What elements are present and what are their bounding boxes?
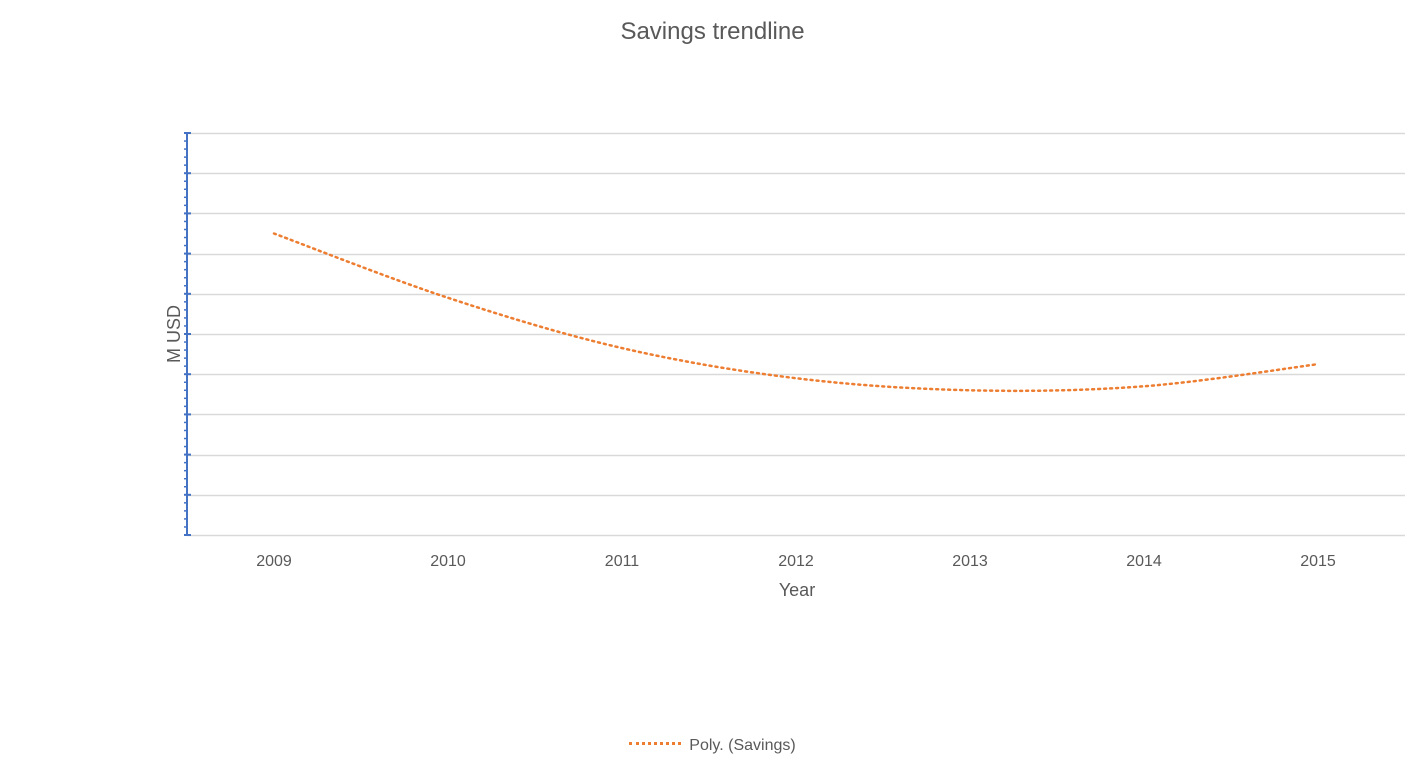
legend-swatch-dotted-line-icon [629, 742, 682, 746]
x-axis-title: Year [779, 580, 815, 600]
trendline-poly-savings [272, 232, 1320, 393]
legend: Poly. (Savings) [0, 737, 1425, 755]
x-tick-label: 2015 [1300, 553, 1336, 570]
x-tick-label: 2012 [778, 553, 814, 570]
x-tick-label: 2013 [952, 553, 988, 570]
legend-label: Poly. (Savings) [689, 737, 796, 754]
gridlines [187, 132, 1405, 537]
x-tick-label: 2014 [1126, 553, 1162, 570]
x-tick-label: 2009 [256, 553, 292, 570]
y-axis [184, 132, 191, 536]
x-tick-label: 2011 [605, 553, 640, 570]
y-axis-title: M USD [164, 305, 184, 363]
x-tick-labels: 2009 2010 2011 2012 2013 2014 2015 [256, 553, 1336, 570]
chart-title: Savings trendline [620, 18, 805, 45]
series-group [272, 232, 1320, 393]
x-tick-label: 2010 [430, 553, 466, 570]
